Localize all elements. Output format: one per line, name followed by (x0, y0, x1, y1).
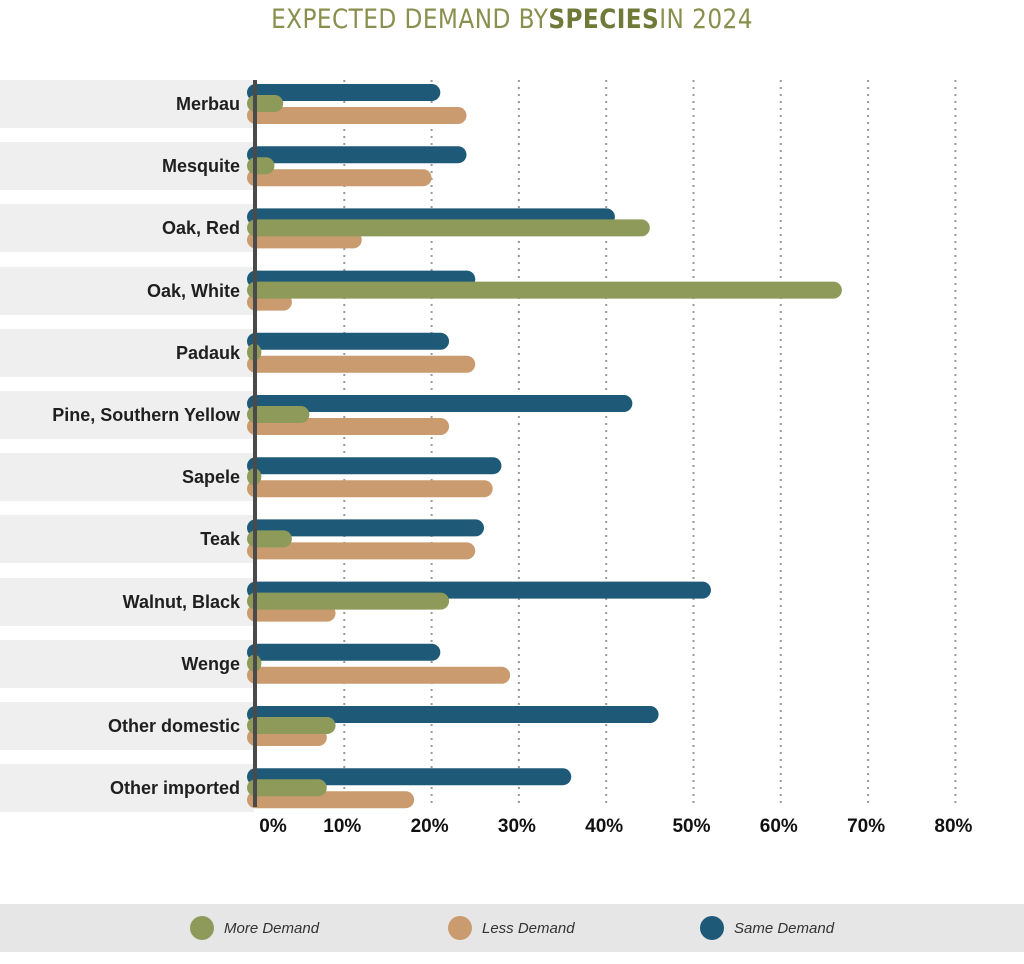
bar-more-demand (247, 157, 275, 175)
category-label: Merbau (175, 94, 240, 114)
bar-same-demand (247, 706, 659, 723)
bar-more-demand (247, 530, 292, 548)
legend-item-same: Same Demand (700, 904, 834, 952)
title-part-1: EXPECTED DEMAND BY (271, 4, 549, 35)
legend: More Demand Less Demand Same Demand (0, 904, 1024, 952)
legend-label-same: Same Demand (734, 919, 835, 937)
category-label: Oak, White (146, 280, 240, 301)
row-background (0, 204, 254, 253)
x-tick-label: 80% (934, 816, 973, 837)
category-label: Padauk (175, 342, 240, 363)
category-label: Teak (200, 529, 240, 550)
legend-item-less: Less Demand (448, 904, 575, 952)
title-part-2: SPECIES (548, 4, 660, 35)
bar-more-demand (247, 281, 842, 299)
bar-more-demand (247, 219, 650, 237)
x-tick-label: 30% (497, 816, 536, 837)
row-background (0, 142, 254, 191)
x-tick-label: 10% (323, 816, 362, 837)
row-background (0, 639, 254, 688)
bar-less-demand (247, 480, 493, 498)
bar-less-demand (247, 666, 511, 684)
category-label: Wenge (181, 653, 240, 674)
legend-item-more: More Demand (190, 904, 319, 952)
x-tick-label: 20% (410, 816, 449, 837)
row-background (0, 453, 254, 502)
bar-same-demand (247, 395, 633, 412)
x-tick-label: 40% (585, 816, 624, 837)
category-label: Mesquite (161, 156, 240, 177)
row-background (0, 266, 254, 315)
category-label: Other domestic (107, 716, 240, 736)
row-background (0, 80, 254, 128)
bar-same-demand (247, 146, 467, 164)
bar-less-demand (247, 169, 432, 187)
category-label: Other imported (109, 778, 240, 799)
bar-same-demand (247, 84, 441, 101)
legend-label-less: Less Demand (482, 919, 575, 937)
bar-same-demand (247, 332, 450, 350)
bar-same-demand (247, 457, 502, 475)
title-part-3: IN 2024 (659, 4, 753, 35)
row-background (0, 764, 254, 813)
bar-same-demand (247, 768, 572, 786)
bar-chart (247, 80, 957, 809)
legend-swatch-same (700, 916, 724, 940)
bar-more-demand (247, 717, 336, 734)
legend-swatch-less (448, 916, 472, 940)
chart-title: EXPECTED DEMAND BY SPECIES IN 2024 (72, 4, 953, 35)
bar-less-demand (247, 107, 467, 124)
category-label: Pine, Southern Yellow (52, 405, 240, 425)
legend-label-more: More Demand (224, 919, 320, 937)
bar-less-demand (247, 355, 476, 373)
y-axis-line (253, 80, 257, 807)
row-background (0, 391, 254, 439)
row-background (0, 702, 254, 750)
bar-more-demand (247, 95, 284, 112)
x-tick-label: 60% (759, 816, 798, 837)
bar-more-demand (247, 406, 310, 423)
row-background (0, 577, 254, 626)
x-tick-label: 0% (259, 816, 287, 837)
x-tick-label: 50% (672, 816, 711, 837)
category-label: Oak, Red (161, 218, 240, 239)
row-background (0, 515, 254, 564)
category-label: Walnut, Black (122, 591, 240, 612)
category-label: Sapele (181, 467, 240, 488)
x-tick-label: 70% (847, 816, 886, 837)
row-background (0, 328, 254, 377)
bar-more-demand (247, 779, 327, 797)
bar-same-demand (247, 519, 484, 537)
legend-swatch-more (190, 916, 214, 940)
bar-more-demand (247, 592, 450, 610)
bar-same-demand (247, 643, 441, 661)
bar-less-demand (247, 542, 476, 560)
